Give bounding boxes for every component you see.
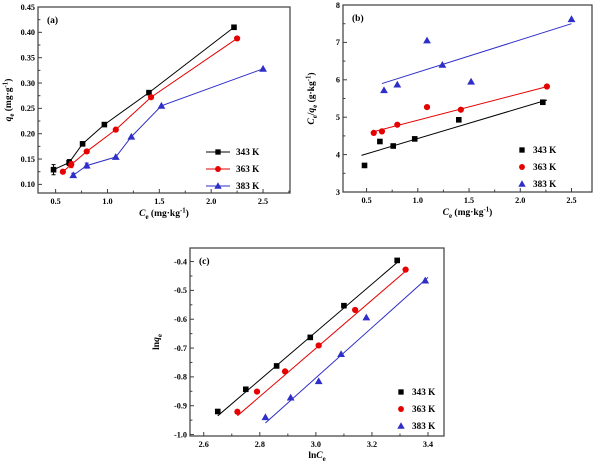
svg-text:2.6: 2.6 (199, 440, 209, 449)
svg-text:7: 7 (336, 38, 340, 47)
svg-text:1.0: 1.0 (413, 196, 423, 205)
svg-text:0.35: 0.35 (21, 53, 35, 62)
svg-text:1.0: 1.0 (102, 197, 112, 206)
chart-panel-b: 0.5 1.0 1.5 2.0 2.5 3 4 5 6 7 8 Ce (mg·kg-1) Ce/qe (… (300, 0, 600, 231)
chart-b-langmuir-plot: 0.5 1.0 1.5 2.0 2.5 3 4 5 6 7 8 Ce (mg·kg-1) Ce/qe (… (306, 1, 593, 220)
svg-text:lnqe: lnqe (152, 334, 164, 350)
svg-text:Ce (mg·kg-1): Ce (mg·kg-1) (443, 207, 493, 220)
svg-text:0.15: 0.15 (21, 155, 35, 164)
svg-text:2.0: 2.0 (206, 197, 216, 206)
svg-text:-1.0: -1.0 (174, 430, 187, 439)
svg-text:383 K: 383 K (236, 181, 260, 191)
chart-c-freundlich-plot: 2.6 2.8 3.0 3.2 3.4 -1.0 -0.9 -0.8 -0.7 -0.6 -0.5 -… (152, 247, 445, 463)
svg-text:383 K: 383 K (412, 421, 436, 431)
svg-text:343 K: 343 K (236, 147, 260, 157)
svg-text:343 K: 343 K (533, 145, 557, 155)
svg-text:3.2: 3.2 (367, 440, 377, 449)
svg-text:6: 6 (336, 76, 340, 85)
svg-text:Ce/qe (g·kg-1): Ce/qe (g·kg-1) (306, 72, 319, 124)
svg-text:0.5: 0.5 (361, 196, 371, 205)
svg-text:1.5: 1.5 (154, 197, 164, 206)
chart-panel-a: 0.5 1.0 1.5 2.0 2.5 0.10 0.15 0.20 0.25 0.30 0.35 0… (0, 0, 300, 231)
svg-text:0.30: 0.30 (21, 79, 35, 88)
svg-text:4: 4 (336, 150, 340, 159)
chart-a-adsorption-isotherm: 0.5 1.0 1.5 2.0 2.5 0.10 0.15 0.20 0.25 0.30 0.35 0… (3, 3, 291, 221)
svg-text:3.0: 3.0 (311, 440, 321, 449)
svg-text:Ce (mg·kg-1): Ce (mg·kg-1) (139, 208, 189, 221)
svg-text:0.40: 0.40 (21, 28, 35, 37)
svg-text:1.5: 1.5 (464, 196, 474, 205)
svg-text:2.5: 2.5 (566, 196, 576, 205)
svg-text:3: 3 (336, 188, 340, 197)
svg-text:-0.8: -0.8 (174, 373, 187, 382)
svg-text:-0.7: -0.7 (174, 344, 187, 353)
svg-text:343 K: 343 K (412, 387, 436, 397)
svg-text:8: 8 (336, 1, 340, 10)
svg-text:0.5: 0.5 (51, 197, 61, 206)
svg-text:-0.6: -0.6 (174, 315, 187, 324)
chart-panel-c: 2.6 2.8 3.0 3.2 3.4 -1.0 -0.9 -0.8 -0.7 -0.6 -0.5 -… (129, 230, 471, 463)
svg-text:5: 5 (336, 113, 340, 122)
svg-text:qe (mg·g-1): qe (mg·g-1) (3, 79, 16, 122)
svg-text:2.0: 2.0 (515, 196, 525, 205)
svg-text:383 K: 383 K (533, 179, 557, 189)
svg-text:-0.5: -0.5 (174, 286, 187, 295)
svg-text:-0.4: -0.4 (174, 257, 187, 266)
svg-text:0.20: 0.20 (21, 130, 35, 139)
svg-text:363 K: 363 K (412, 404, 436, 414)
svg-text:363 K: 363 K (236, 164, 260, 174)
svg-text:2.5: 2.5 (258, 197, 268, 206)
svg-text:lnCe: lnCe (308, 451, 325, 463)
svg-text:(b): (b) (352, 13, 364, 24)
svg-text:(c): (c) (199, 256, 210, 267)
svg-text:3.4: 3.4 (423, 440, 433, 449)
svg-text:363 K: 363 K (533, 162, 557, 172)
svg-text:0.10: 0.10 (21, 180, 35, 189)
svg-text:2.8: 2.8 (255, 440, 265, 449)
svg-text:(a): (a) (47, 15, 58, 26)
svg-text:0.25: 0.25 (21, 104, 35, 113)
svg-text:-0.9: -0.9 (174, 402, 187, 411)
svg-text:0.45: 0.45 (21, 3, 35, 12)
